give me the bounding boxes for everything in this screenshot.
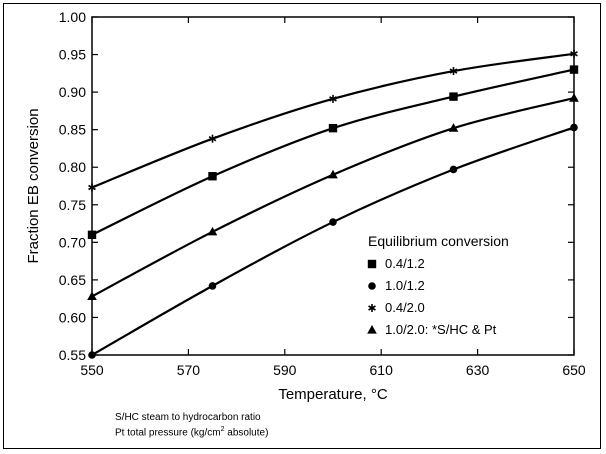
legend-marker-circle <box>368 282 376 290</box>
square-marker <box>208 172 217 181</box>
star-marker <box>88 183 96 192</box>
legend-marker-star <box>368 304 376 312</box>
star-marker <box>208 134 217 143</box>
legend-item-label: 0.4/2.0 <box>385 300 425 315</box>
square-marker <box>328 123 338 133</box>
footnote-pt-text: Pt total pressure (kg/cm <box>115 427 221 439</box>
series-circle <box>88 123 578 359</box>
x-axis-label: Temperature, °C <box>278 386 388 403</box>
legend-title: Equilibrium conversion <box>368 233 509 249</box>
legend-marker-square <box>367 259 377 269</box>
x-tick-label: 610 <box>370 362 394 378</box>
x-axis: 550 570 590 610 630 650 <box>80 17 586 378</box>
square-marker <box>569 65 579 74</box>
circle-marker <box>570 123 578 132</box>
x-tick-label: 630 <box>466 362 490 378</box>
circle-marker <box>329 218 337 226</box>
legend-item-label: 0.4/1.2 <box>385 256 425 271</box>
legend-item-label: 1.0/1.2 <box>385 278 425 293</box>
star-marker <box>570 49 578 58</box>
y-tick-label: 0.65 <box>59 272 86 288</box>
y-axis: 0.55 0.60 0.65 0.70 0.75 0.80 0.85 0.90 0.95 1.00 <box>59 9 574 363</box>
circle-marker <box>449 165 458 174</box>
legend-marker-triangle <box>367 325 377 334</box>
triangle-marker <box>87 291 97 301</box>
footnote-pt: Pt total pressure (kg/cm2 absolute) <box>115 426 268 438</box>
footnote-shc-text: S/HC steam to hydrocarbon ratio <box>115 412 261 423</box>
triangle-marker <box>328 169 338 179</box>
legend: Equilibrium conversion 0.4/1.2 1.0/1.2 0.4… <box>367 233 509 337</box>
figure-frame <box>3 3 601 449</box>
square-marker <box>87 230 97 240</box>
x-tick-label: 550 <box>80 362 104 378</box>
triangle-marker <box>569 93 579 102</box>
legend-item-label: 1.0/2.0: *S/HC & Pt <box>385 322 497 337</box>
y-tick-label: 0.95 <box>59 47 86 63</box>
y-tick-label: 0.90 <box>59 84 86 100</box>
series-triangle <box>87 93 579 301</box>
star-marker <box>329 94 337 103</box>
footnote-pt-text-end: absolute) <box>224 427 269 439</box>
footnote-pt-superscript: 2 <box>220 426 225 433</box>
y-tick-label: 1.00 <box>59 9 86 25</box>
circle-marker <box>208 282 217 290</box>
x-tick-label: 650 <box>562 362 586 378</box>
square-marker <box>449 92 458 101</box>
series-line <box>91 52 575 189</box>
series-layer <box>87 49 579 359</box>
circle-marker <box>88 351 96 359</box>
y-tick-label: 0.75 <box>59 197 86 213</box>
y-tick-label: 0.55 <box>59 347 86 363</box>
series-square <box>87 65 579 240</box>
plot-area <box>91 16 575 356</box>
y-tick-label: 0.70 <box>59 234 86 250</box>
triangle-marker <box>207 226 218 236</box>
y-tick-label: 0.80 <box>59 159 86 175</box>
series-star <box>88 49 578 192</box>
x-tick-label: 590 <box>273 362 297 378</box>
x-tick-label: 570 <box>177 362 201 378</box>
y-axis-label: Fraction EB conversion <box>25 108 42 263</box>
footnote-shc: S/HC steam to hydrocarbon ratio <box>115 412 261 423</box>
y-tick-label: 0.85 <box>59 122 86 138</box>
star-marker <box>449 67 458 76</box>
y-tick-label: 0.60 <box>59 309 86 325</box>
triangle-marker <box>448 123 459 132</box>
